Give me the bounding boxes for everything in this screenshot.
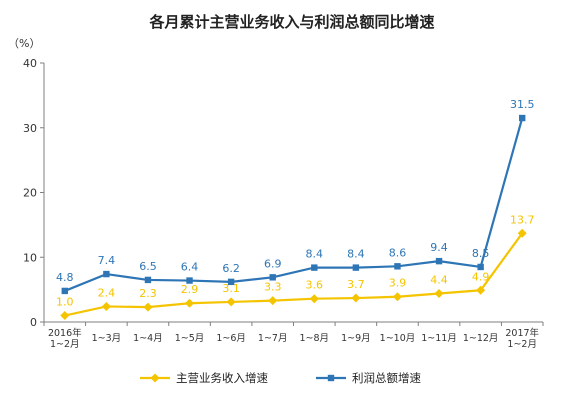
data-point	[435, 257, 443, 265]
data-label: 8.5	[472, 247, 490, 260]
data-point	[352, 264, 360, 271]
data-point	[519, 114, 526, 122]
data-point	[144, 276, 152, 284]
x-tick-label: 1~12月	[463, 333, 499, 344]
data-point	[309, 294, 319, 304]
series-profit-growth: 4.8 7.4 6.5 6.4 6.2 6.9 8.4 8.4 8.6 9.4 8.5 31.5	[56, 98, 535, 295]
data-point	[268, 296, 278, 306]
series-revenue-growth: 1.0 2.4 2.3 2.9 3.1 3.3 3.6 3.7 3.9 4.4 4.9 13.7	[56, 213, 535, 321]
data-point	[392, 292, 402, 302]
data-label: 2.3	[139, 287, 157, 300]
data-point	[186, 277, 193, 284]
data-label: 6.2	[222, 262, 240, 275]
data-label: 3.3	[264, 281, 282, 294]
series-line	[64, 117, 524, 292]
x-tick-label: 1~6月	[216, 333, 246, 344]
data-label: 3.6	[306, 279, 324, 292]
x-tick-label: 1~5月	[175, 333, 205, 344]
data-point	[269, 274, 276, 281]
data-label: 9.4	[430, 241, 448, 254]
chart-title: 各月累计主营业务收入与利润总额同比增速	[148, 13, 434, 31]
data-label: 13.7	[510, 213, 535, 226]
x-tick-label: 2016年 1~2月	[48, 327, 82, 350]
data-label: 8.4	[347, 248, 365, 261]
data-point	[476, 285, 486, 295]
data-label: 2.9	[181, 283, 199, 296]
data-point	[434, 289, 444, 299]
data-point	[517, 228, 527, 238]
data-point	[143, 302, 153, 312]
data-label: 8.6	[389, 246, 407, 259]
x-axis-ticks: 2016年 1~2月 1~3月 1~4月 1~5月 1~6月 1~7月 1~8月 1~9月 1~1…	[43, 322, 544, 350]
x-tick-label: 1~10月	[380, 333, 416, 344]
data-label: 31.5	[510, 98, 535, 111]
x-tick-label: 1~11月	[421, 333, 457, 344]
data-point	[227, 278, 235, 286]
series-line	[64, 232, 524, 317]
data-label: 2.4	[98, 286, 116, 299]
series-layer: 1.02.4 2.3 2.9 3.1 3.3 3.6 3.7 3.9 4.4 4.913.74.8…	[56, 98, 535, 321]
data-label: 3.7	[347, 278, 365, 291]
data-point	[60, 311, 70, 321]
legend-label: 主营业务收入增速	[176, 371, 268, 385]
data-point	[101, 301, 111, 311]
x-tick-label: 1~4月	[133, 333, 163, 344]
data-label: 4.9	[472, 270, 490, 283]
data-point	[185, 298, 195, 308]
y-tick-label: 0	[30, 316, 37, 329]
data-point	[103, 270, 110, 278]
data-label: 4.8	[56, 271, 74, 284]
x-tick-label: 1~3月	[92, 333, 122, 344]
legend-label: 利润总额增速	[352, 371, 421, 385]
data-point	[226, 297, 236, 307]
x-tick-label: 1~7月	[258, 333, 288, 344]
legend: 主营业务收入增速 利润总额增速	[140, 371, 421, 385]
data-point	[477, 263, 484, 271]
y-tick-label: 40	[23, 57, 37, 70]
y-tick-label: 10	[23, 251, 37, 264]
legend-item: 主营业务收入增速	[140, 371, 268, 385]
legend-marker	[327, 374, 335, 382]
y-tick-label: 30	[23, 122, 37, 135]
data-point	[351, 293, 361, 303]
legend-item: 利润总额增速	[316, 371, 421, 385]
data-label: 3.1	[222, 282, 240, 295]
data-label: 1.0	[56, 296, 74, 309]
x-tick-label: 2017年 1~2月	[505, 327, 539, 350]
data-label: 6.4	[181, 261, 199, 274]
data-label: 4.4	[430, 274, 448, 287]
data-point	[61, 287, 68, 295]
y-axis-unit-label: （%）	[8, 37, 40, 50]
y-axis-ticks: 0 10 20 30 40	[23, 57, 44, 329]
data-label: 7.4	[98, 254, 116, 267]
data-label: 6.5	[139, 260, 157, 273]
data-label: 8.4	[306, 248, 324, 261]
x-tick-label: 1~9月	[341, 333, 371, 344]
data-point	[311, 264, 318, 271]
axes	[43, 63, 543, 323]
data-point	[394, 263, 401, 270]
x-tick-label: 1~8月	[300, 333, 330, 344]
y-tick-label: 20	[23, 187, 37, 200]
data-label: 6.9	[264, 257, 282, 270]
data-label: 3.9	[389, 277, 407, 290]
legend-marker	[150, 373, 160, 383]
